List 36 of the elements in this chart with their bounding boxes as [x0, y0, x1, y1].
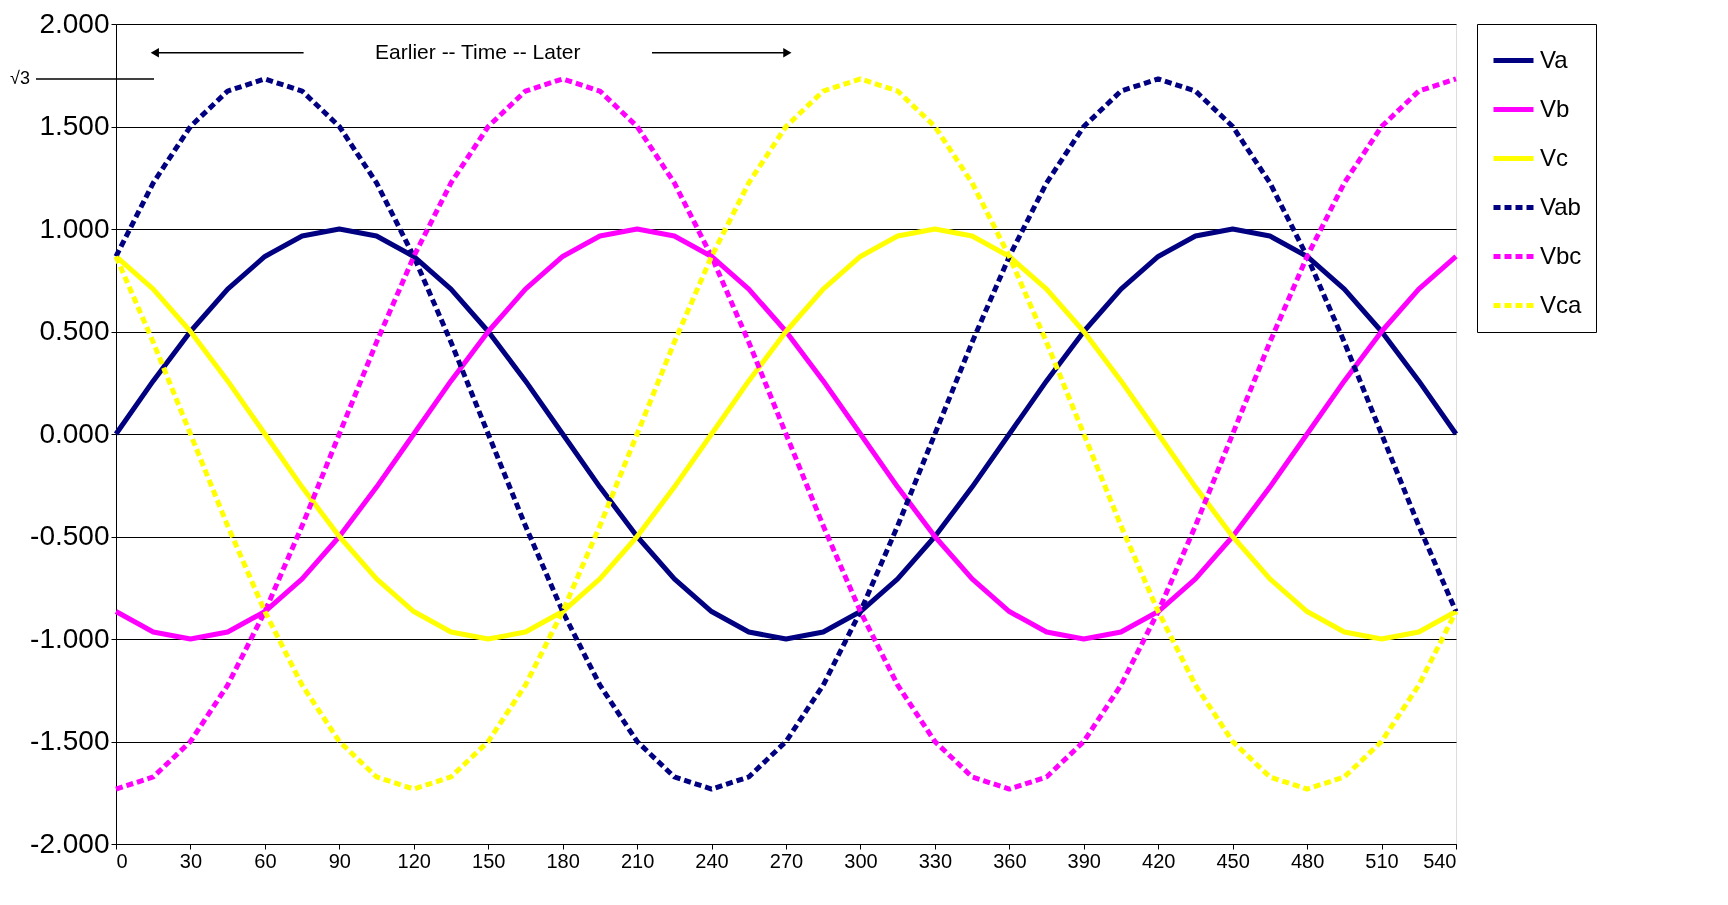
y-tick-label: 1.000: [39, 212, 110, 244]
x-tick-label: 540: [1423, 849, 1457, 872]
x-tick-label: 330: [918, 849, 953, 872]
legend-label: Vb: [1540, 94, 1570, 122]
legend-label: Vbc: [1540, 241, 1582, 269]
x-tick-label: 60: [254, 849, 277, 872]
x-tick-label: 180: [546, 849, 580, 872]
x-tick-label: 120: [397, 849, 431, 872]
legend-label: Vab: [1540, 192, 1581, 220]
x-tick-label: 300: [844, 849, 878, 872]
x-tick-label: 210: [620, 849, 655, 872]
legend-label: Vc: [1540, 143, 1569, 171]
y-tick-label: 2.000: [39, 7, 110, 39]
x-tick-label: 0: [116, 849, 128, 872]
x-tick-label: 450: [1216, 849, 1250, 872]
x-tick-label: 480: [1290, 849, 1325, 872]
x-tick-label: 360: [993, 849, 1027, 872]
y-tick-label: -2.000: [30, 827, 110, 859]
x-tick-label: 30: [179, 849, 203, 872]
x-tick-label: 90: [328, 849, 351, 872]
legend-label: Vca: [1540, 290, 1583, 318]
y-tick-label: -0.500: [30, 520, 110, 551]
y-tick-label: -1.500: [30, 725, 110, 756]
y-tick-label: 0.000: [39, 417, 110, 449]
y-tick-label: 1.500: [39, 110, 110, 141]
x-tick-label: 510: [1365, 849, 1399, 872]
annotation: Earlier -- Time -- Later: [375, 39, 581, 63]
y-tick-label: 0.500: [39, 315, 110, 346]
x-tick-label: 240: [695, 849, 729, 872]
text: √3: [10, 67, 30, 88]
x-tick-label: 390: [1067, 849, 1101, 872]
x-tick-label: 420: [1142, 849, 1176, 872]
y-tick-label: -1.000: [30, 622, 110, 654]
legend-label: Va: [1540, 45, 1569, 73]
x-tick-label: 270: [769, 849, 804, 872]
x-tick-label: 150: [472, 849, 506, 872]
